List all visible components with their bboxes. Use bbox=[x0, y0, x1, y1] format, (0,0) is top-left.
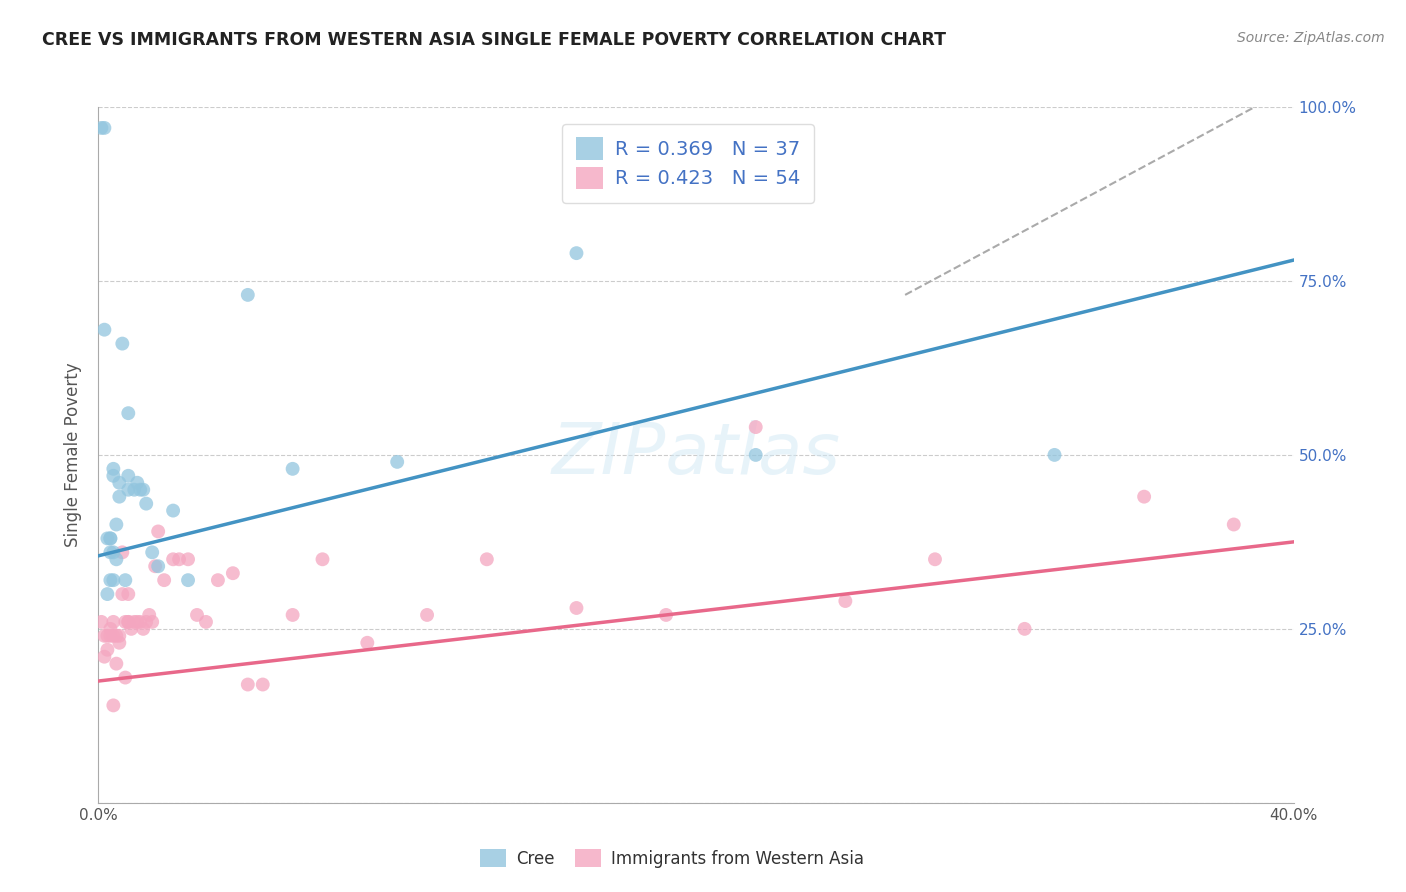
Point bbox=[1043, 448, 1066, 462]
Point bbox=[108, 629, 131, 643]
Point bbox=[114, 671, 136, 685]
Text: ZIPatlas: ZIPatlas bbox=[551, 420, 841, 490]
Point bbox=[111, 545, 134, 559]
Point bbox=[1133, 490, 1156, 504]
Point bbox=[93, 323, 115, 337]
Point bbox=[195, 615, 218, 629]
Point bbox=[117, 483, 139, 497]
Point bbox=[127, 475, 149, 490]
Point bbox=[135, 497, 157, 511]
Point bbox=[114, 573, 136, 587]
Point bbox=[143, 559, 166, 574]
Point bbox=[108, 475, 131, 490]
Point bbox=[103, 629, 125, 643]
Point bbox=[127, 615, 149, 629]
Point bbox=[745, 420, 768, 434]
Point bbox=[105, 629, 128, 643]
Point bbox=[96, 587, 118, 601]
Point bbox=[135, 615, 157, 629]
Point bbox=[96, 532, 118, 546]
Point bbox=[138, 607, 160, 622]
Point bbox=[281, 462, 304, 476]
Point bbox=[141, 545, 163, 559]
Point bbox=[124, 615, 146, 629]
Text: Source: ZipAtlas.com: Source: ZipAtlas.com bbox=[1237, 31, 1385, 45]
Point bbox=[103, 573, 125, 587]
Point bbox=[111, 336, 134, 351]
Point bbox=[311, 552, 333, 566]
Y-axis label: Single Female Poverty: Single Female Poverty bbox=[65, 363, 83, 547]
Point bbox=[93, 649, 115, 664]
Point bbox=[252, 677, 274, 691]
Point bbox=[100, 573, 122, 587]
Point bbox=[100, 532, 122, 546]
Point bbox=[236, 288, 259, 302]
Point bbox=[129, 615, 152, 629]
Point bbox=[103, 545, 125, 559]
Point bbox=[416, 607, 439, 622]
Point bbox=[117, 406, 139, 420]
Point bbox=[141, 615, 163, 629]
Point bbox=[834, 594, 856, 608]
Point bbox=[745, 448, 768, 462]
Point bbox=[162, 552, 184, 566]
Point bbox=[132, 622, 155, 636]
Point bbox=[924, 552, 946, 566]
Point bbox=[177, 552, 200, 566]
Point bbox=[132, 483, 155, 497]
Point bbox=[105, 552, 128, 566]
Point bbox=[103, 468, 125, 483]
Point bbox=[167, 552, 190, 566]
Point bbox=[117, 587, 139, 601]
Point bbox=[108, 636, 131, 650]
Point bbox=[100, 532, 122, 546]
Point bbox=[100, 629, 122, 643]
Point bbox=[90, 615, 112, 629]
Point bbox=[236, 677, 259, 691]
Point bbox=[93, 120, 115, 135]
Point bbox=[207, 573, 229, 587]
Point bbox=[356, 636, 378, 650]
Point bbox=[129, 483, 152, 497]
Legend: Cree, Immigrants from Western Asia: Cree, Immigrants from Western Asia bbox=[472, 842, 872, 874]
Point bbox=[114, 615, 136, 629]
Point bbox=[105, 657, 128, 671]
Point bbox=[177, 573, 200, 587]
Point bbox=[117, 615, 139, 629]
Text: CREE VS IMMIGRANTS FROM WESTERN ASIA SINGLE FEMALE POVERTY CORRELATION CHART: CREE VS IMMIGRANTS FROM WESTERN ASIA SIN… bbox=[42, 31, 946, 49]
Point bbox=[565, 601, 588, 615]
Point bbox=[565, 246, 588, 260]
Point bbox=[96, 629, 118, 643]
Point bbox=[103, 698, 125, 713]
Point bbox=[385, 455, 409, 469]
Point bbox=[103, 615, 125, 629]
Point bbox=[90, 120, 112, 135]
Point bbox=[103, 462, 125, 476]
Point bbox=[1014, 622, 1036, 636]
Point bbox=[100, 545, 122, 559]
Point bbox=[117, 615, 139, 629]
Point bbox=[1223, 517, 1246, 532]
Point bbox=[186, 607, 208, 622]
Point bbox=[655, 607, 678, 622]
Point bbox=[124, 483, 146, 497]
Point bbox=[111, 587, 134, 601]
Point bbox=[281, 607, 304, 622]
Point bbox=[162, 503, 184, 517]
Point bbox=[148, 559, 170, 574]
Point bbox=[475, 552, 498, 566]
Point bbox=[96, 642, 118, 657]
Point bbox=[105, 517, 128, 532]
Point bbox=[120, 622, 142, 636]
Point bbox=[100, 622, 122, 636]
Point bbox=[108, 490, 131, 504]
Point bbox=[148, 524, 170, 539]
Point bbox=[93, 629, 115, 643]
Point bbox=[222, 566, 245, 581]
Point bbox=[117, 468, 139, 483]
Point bbox=[153, 573, 176, 587]
